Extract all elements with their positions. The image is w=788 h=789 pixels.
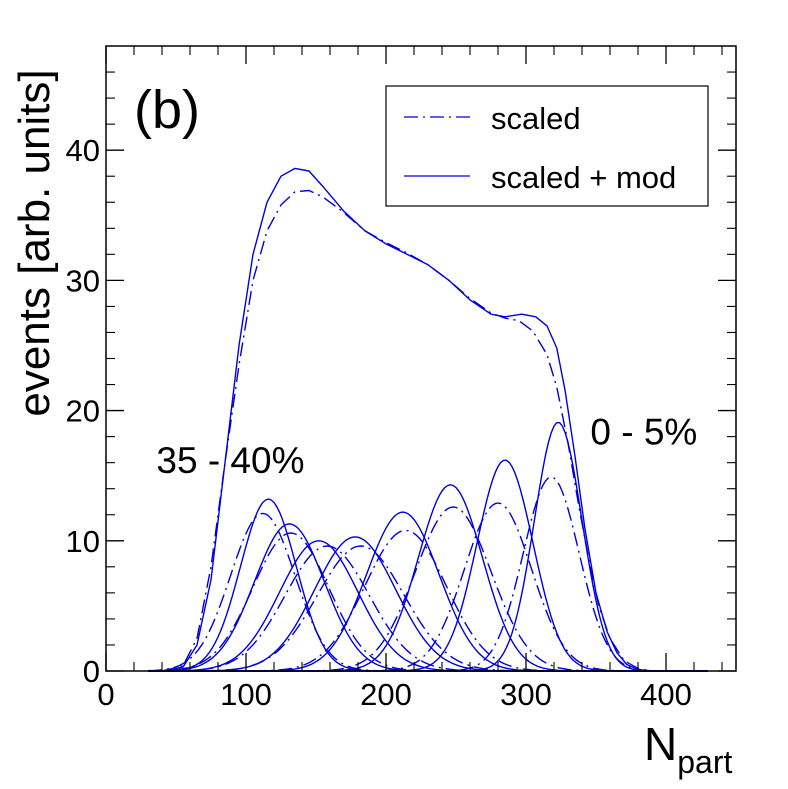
x-tick-label: 200 <box>360 677 412 712</box>
x-tick-label: 400 <box>640 677 692 712</box>
annotation-central: 0 - 5% <box>590 411 697 452</box>
x-tick-label: 0 <box>97 677 114 712</box>
annotation-peripheral: 35 - 40% <box>156 440 304 481</box>
legend-label-scaled: scaled <box>491 101 581 136</box>
x-tick-label: 100 <box>220 677 272 712</box>
x-tick-label: 300 <box>500 677 552 712</box>
y-tick-label: 10 <box>66 524 100 559</box>
y-tick-label: 20 <box>66 394 100 429</box>
y-tick-label: 40 <box>66 133 100 168</box>
y-axis-label: events [arb. units] <box>10 69 59 416</box>
y-tick-label: 30 <box>66 263 100 298</box>
x-axis-label: Npart <box>644 718 732 780</box>
legend-box <box>385 85 709 207</box>
legend-label-scaled-mod: scaled + mod <box>491 160 676 195</box>
legend: scaled scaled + mod <box>385 85 709 207</box>
plot-frame <box>105 45 737 672</box>
series-line-scaled-mod-total <box>161 167 653 672</box>
x-axis-label-sub: part <box>677 744 732 780</box>
y-tick-label: 0 <box>83 654 100 689</box>
x-axis-label-main: N <box>644 718 677 770</box>
panel-label: (b) <box>134 80 200 140</box>
axis-layer: 0 100 200 300 400 0 10 20 30 40 <box>66 46 736 712</box>
